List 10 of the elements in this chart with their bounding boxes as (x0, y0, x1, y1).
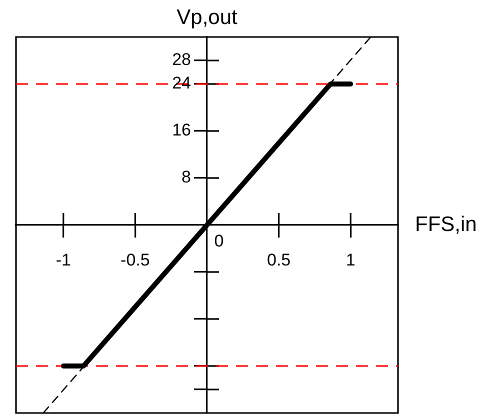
y-axis-title: Vp,out (176, 6, 238, 29)
y-tick-label: 8 (182, 168, 191, 187)
x-tick-label: -1 (56, 250, 71, 270)
y-tick-label: 28 (172, 50, 191, 70)
x-tick-label: 0.5 (266, 250, 291, 270)
x-axis-title: FFS,in (415, 212, 477, 236)
x-tick-label: -0.5 (120, 250, 150, 270)
y-tick-label: 16 (172, 120, 191, 140)
x-tick-label: 1 (346, 250, 356, 270)
annotation: 0 (214, 232, 224, 251)
